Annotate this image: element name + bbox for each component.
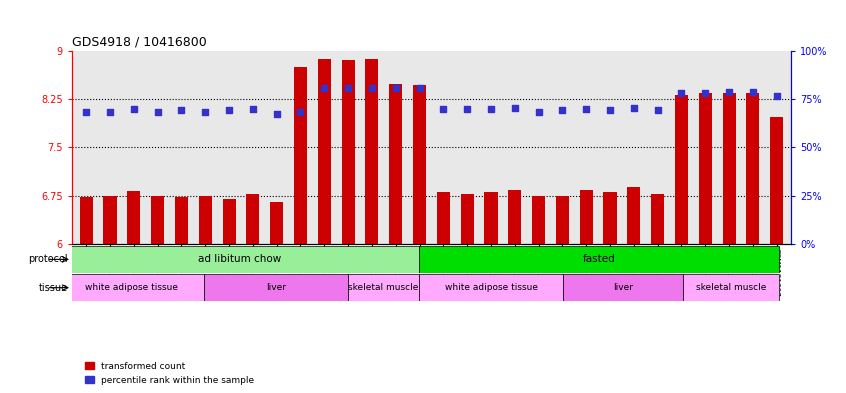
Point: [222, 107, 236, 113]
Bar: [103, 195, 117, 244]
Bar: [603, 192, 617, 244]
Bar: [204, 274, 348, 301]
Point: [127, 106, 140, 112]
Point: [103, 109, 117, 115]
Point: [365, 84, 379, 91]
Bar: [365, 59, 378, 244]
Point: [556, 107, 569, 113]
Bar: [420, 274, 563, 301]
Bar: [151, 195, 164, 244]
Text: tissue: tissue: [39, 283, 68, 293]
Point: [413, 84, 426, 91]
Point: [199, 109, 212, 115]
Text: white adipose tissue: white adipose tissue: [445, 283, 538, 292]
Point: [651, 107, 664, 113]
Text: white adipose tissue: white adipose tissue: [85, 283, 179, 292]
Point: [80, 109, 93, 115]
Point: [627, 105, 640, 111]
Bar: [532, 195, 545, 244]
Bar: [460, 194, 474, 244]
Legend: transformed count, percentile rank within the sample: transformed count, percentile rank withi…: [85, 362, 255, 385]
Point: [603, 107, 617, 113]
Bar: [294, 67, 307, 244]
Text: GDS4918 / 10416800: GDS4918 / 10416800: [72, 35, 206, 48]
Text: ad libitum chow: ad libitum chow: [198, 254, 282, 264]
Text: skeletal muscle: skeletal muscle: [696, 283, 766, 292]
Bar: [199, 195, 212, 244]
Point: [722, 88, 736, 95]
Bar: [746, 93, 760, 244]
Bar: [60, 246, 420, 273]
Bar: [175, 197, 188, 244]
Point: [174, 107, 188, 113]
Text: liver: liver: [613, 283, 633, 292]
Point: [484, 106, 497, 112]
Bar: [699, 94, 711, 244]
Point: [508, 105, 522, 111]
Point: [675, 90, 689, 96]
Point: [770, 93, 783, 99]
Bar: [80, 197, 93, 244]
Text: protocol: protocol: [28, 254, 68, 264]
Bar: [508, 190, 521, 244]
Bar: [563, 274, 684, 301]
Text: fasted: fasted: [583, 254, 616, 264]
Point: [699, 90, 712, 96]
Bar: [420, 246, 779, 273]
Point: [270, 111, 283, 117]
Text: skeletal muscle: skeletal muscle: [349, 283, 419, 292]
Point: [746, 88, 760, 95]
Bar: [651, 194, 664, 244]
Point: [246, 106, 260, 112]
Bar: [580, 190, 593, 244]
Point: [460, 106, 474, 112]
Bar: [127, 191, 140, 244]
Point: [580, 106, 593, 112]
Bar: [627, 187, 640, 244]
Bar: [348, 274, 420, 301]
Bar: [60, 274, 204, 301]
Bar: [318, 59, 331, 244]
Bar: [675, 95, 688, 244]
Bar: [485, 192, 497, 244]
Point: [294, 109, 307, 115]
Point: [389, 84, 403, 91]
Bar: [684, 274, 779, 301]
Bar: [389, 84, 403, 244]
Bar: [246, 194, 260, 244]
Bar: [770, 117, 783, 244]
Bar: [722, 93, 736, 244]
Bar: [413, 85, 426, 244]
Bar: [222, 199, 236, 244]
Point: [341, 84, 354, 91]
Bar: [556, 195, 569, 244]
Text: liver: liver: [266, 283, 286, 292]
Point: [151, 109, 164, 115]
Bar: [270, 202, 283, 244]
Point: [317, 84, 331, 91]
Point: [437, 106, 450, 112]
Bar: [437, 192, 450, 244]
Bar: [342, 60, 354, 244]
Point: [532, 109, 546, 115]
